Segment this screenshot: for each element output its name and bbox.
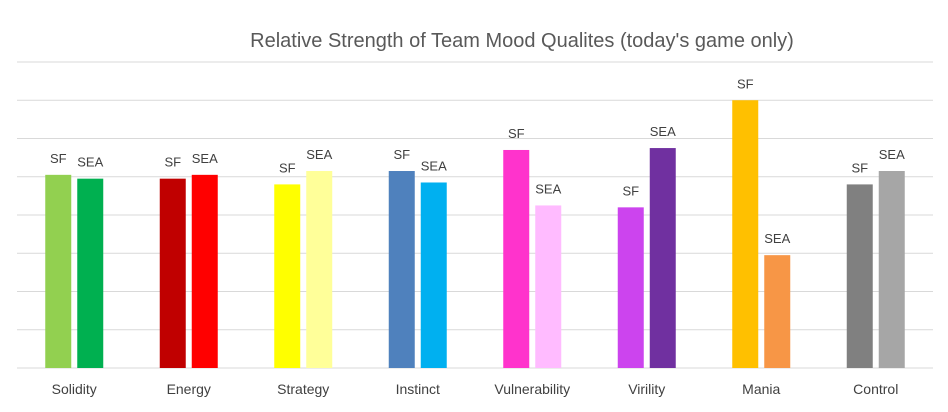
- bar-mania-sf: [732, 100, 759, 368]
- bar-label-mania-sf: SF: [737, 76, 754, 91]
- category-label-vulnerability: Vulnerability: [494, 381, 570, 397]
- bar-vulnerability-sea: [535, 205, 562, 368]
- gridlines: [17, 61, 933, 369]
- bar-label-vulnerability-sf: SF: [508, 126, 525, 141]
- bar-label-control-sea: SEA: [879, 147, 905, 162]
- bar-label-instinct-sea: SEA: [421, 158, 447, 173]
- bar-label-mania-sea: SEA: [764, 231, 790, 246]
- bar-vulnerability-sf: [503, 149, 530, 368]
- bar-label-solidity-sea: SEA: [77, 155, 103, 170]
- category-label-virility: Virility: [628, 381, 665, 397]
- category-label-energy: Energy: [167, 381, 211, 397]
- bar-label-solidity-sf: SF: [50, 151, 67, 166]
- bar-label-strategy-sf: SF: [279, 160, 296, 175]
- bar-label-virility-sf: SF: [622, 183, 639, 198]
- bar-virility-sea: [649, 148, 676, 368]
- bar-energy-sea: [191, 174, 218, 368]
- bar-strategy-sf: [274, 184, 301, 368]
- bar-label-control-sf: SF: [851, 160, 868, 175]
- category-label-solidity: Solidity: [52, 381, 97, 397]
- bar-strategy-sea: [306, 171, 333, 368]
- bar-label-energy-sea: SEA: [192, 151, 218, 166]
- category-label-control: Control: [853, 381, 898, 397]
- bar-label-vulnerability-sea: SEA: [535, 181, 561, 196]
- chart-title: Relative Strength of Team Mood Qualites …: [250, 30, 794, 52]
- bar-labels: SF SEA SF SEA SF SEA SF SEA SF SEA SF SEA SF SEA SF SEA: [50, 76, 905, 246]
- bar-instinct-sea: [420, 182, 447, 368]
- category-label-mania: Mania: [742, 381, 780, 397]
- bar-label-virility-sea: SEA: [650, 124, 676, 139]
- bar-instinct-sf: [388, 171, 415, 368]
- bar-label-strategy-sea: SEA: [306, 147, 332, 162]
- bar-control-sea: [878, 171, 905, 368]
- bar-virility-sf: [617, 207, 644, 368]
- bar-label-instinct-sf: SF: [393, 147, 410, 162]
- bars: [45, 100, 905, 368]
- category-labels: Solidity Energy Strategy Instinct Vulnerabil…: [52, 381, 899, 397]
- category-label-strategy: Strategy: [277, 381, 329, 397]
- bar-label-energy-sf: SF: [164, 155, 181, 170]
- bar-control-sf: [846, 184, 873, 368]
- category-label-instinct: Instinct: [396, 381, 440, 397]
- bar-energy-sf: [159, 178, 186, 368]
- bar-mania-sea: [764, 255, 791, 368]
- bar-solidity-sf: [45, 174, 72, 368]
- bar-solidity-sea: [77, 178, 104, 368]
